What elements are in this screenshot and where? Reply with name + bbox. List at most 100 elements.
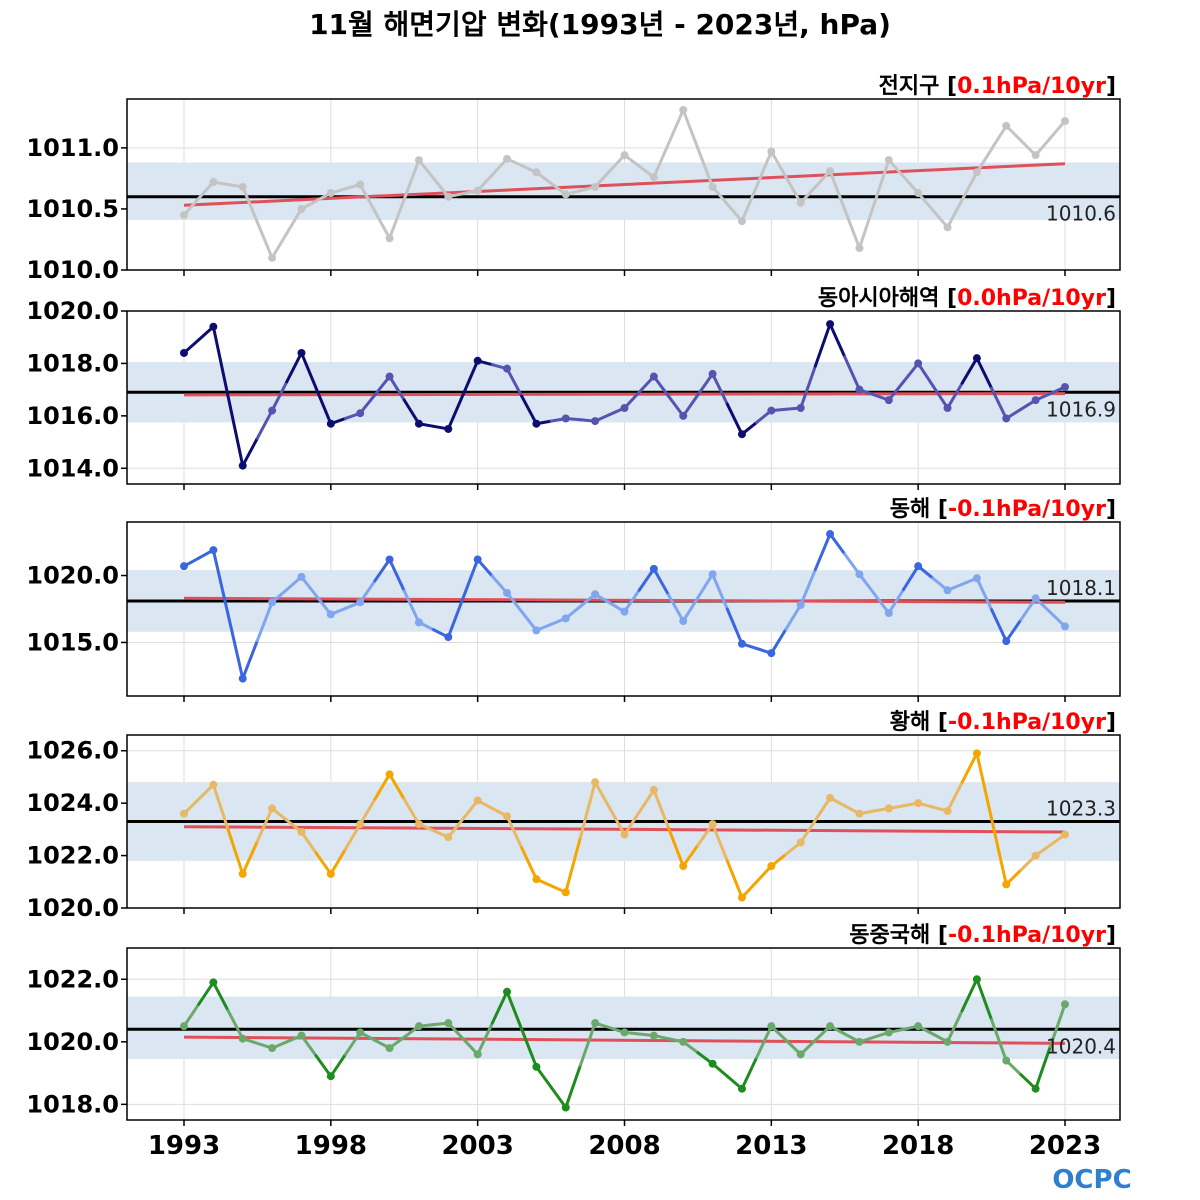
series-segment (211, 980, 230, 1013)
series-segment (696, 822, 715, 847)
data-point (297, 348, 306, 357)
series-segment (226, 612, 245, 681)
series-segment (828, 169, 847, 212)
data-point (238, 674, 247, 683)
x-tick-label: 1993 (148, 1131, 220, 1161)
y-tick-label: 1018.0 (26, 349, 119, 377)
std-band (127, 996, 1120, 1060)
data-point (649, 786, 658, 795)
data-point (238, 869, 247, 878)
series-segment (358, 797, 377, 826)
data-point (591, 182, 600, 191)
region-name: 동해 [ (890, 497, 948, 522)
data-point (591, 778, 600, 787)
x-tick-label: 2018 (882, 1131, 954, 1161)
series-segment (901, 564, 920, 592)
data-point (444, 1019, 453, 1028)
series-segment (564, 835, 582, 894)
series-segment (623, 588, 641, 614)
series-segment (549, 1085, 568, 1109)
series-segment (784, 175, 803, 205)
series-segment (784, 603, 803, 631)
data-point (620, 151, 629, 160)
y-tick-label: 1011.0 (26, 134, 119, 162)
std-band (127, 162, 1120, 220)
series-segment (652, 142, 671, 179)
mean-value-label: 1010.6 (1046, 202, 1116, 226)
series-segment (505, 990, 524, 1031)
mean-value-label: 1018.1 (1046, 576, 1116, 600)
series-segment (446, 596, 465, 639)
series-segment (740, 1055, 759, 1091)
series-segment (388, 772, 406, 801)
trend-line (183, 392, 1066, 397)
data-point (326, 610, 335, 619)
series-segment (255, 600, 274, 642)
bracket-close: ] (1106, 710, 1116, 735)
data-point (385, 555, 394, 564)
series-segment (755, 1024, 773, 1059)
series-segment (681, 843, 700, 868)
region-name: 동아시아해역 [ (818, 286, 957, 311)
panel-title: 동해 [-0.1hPa/10yr] (890, 497, 1116, 522)
data-point (356, 180, 365, 189)
series-segment (755, 150, 773, 188)
series-segment (843, 552, 861, 576)
series-segment (226, 394, 245, 468)
data-point (326, 419, 335, 428)
data-point (356, 409, 365, 418)
series-segment (314, 1054, 333, 1078)
series-segment (799, 818, 817, 844)
data-point (943, 223, 952, 232)
series-segment (990, 608, 1008, 643)
panel-5: 1018.0 1020.0 1022.0 1020.4 동중국해 [-0.1hPa/10… (26, 923, 1121, 1126)
data-point (180, 1022, 188, 1031)
y-tick-label: 1020.0 (26, 894, 119, 922)
data-point (1061, 622, 1069, 631)
data-point (414, 820, 423, 829)
series-segment (975, 356, 994, 390)
series-segment (593, 780, 612, 810)
data-point (473, 1050, 482, 1059)
series-segment (285, 351, 303, 384)
data-point (268, 804, 277, 813)
panel-3: 1015.0 1020.0 1018.1 동해 [-0.1hPa/10yr] (26, 497, 1121, 702)
data-point (1031, 151, 1040, 160)
panel-2: 1014.0 1016.0 1018.0 1020.0 1016.9 동아시아해역 [0.… (26, 286, 1121, 490)
data-point (855, 1037, 864, 1046)
data-point (297, 204, 306, 213)
chart-title: 11월 해면기압 변화(1993년 - 2023년, hPa) (309, 8, 891, 41)
series-segment (182, 1002, 201, 1028)
series-segment (667, 394, 685, 418)
series-segment (461, 557, 480, 600)
series-segment (857, 572, 876, 596)
data-point (209, 978, 218, 987)
series-segment (725, 859, 744, 900)
data-point (385, 234, 394, 243)
series-segment (388, 375, 406, 402)
trend-line (183, 825, 1066, 834)
data-point (503, 812, 512, 821)
series-segment (520, 846, 538, 881)
panel-title: 황해 [-0.1hPa/10yr] (890, 710, 1116, 735)
series-segment (490, 990, 509, 1025)
data-point (209, 178, 218, 187)
panel-title: 동중국해 [-0.1hPa/10yr] (849, 923, 1116, 948)
series-segment (667, 826, 685, 868)
panel-4: 1020.0 1022.0 1024.0 1026.0 1023.3 황해 [-0.1hP… (26, 710, 1121, 922)
data-point (561, 414, 570, 423)
series-segment (637, 567, 656, 592)
series-segment (197, 980, 215, 1006)
series-segment (828, 532, 847, 556)
data-point (826, 320, 835, 329)
data-point (1031, 396, 1040, 405)
series-segment (226, 827, 245, 876)
data-point (473, 555, 482, 564)
data-point (268, 406, 277, 415)
x-tick-label: 2013 (735, 1131, 807, 1161)
data-point (503, 588, 512, 597)
data-point (943, 403, 952, 412)
trend-rate: 0.1hPa/10yr (957, 74, 1106, 99)
series-segment (329, 847, 348, 876)
data-point (914, 799, 923, 808)
